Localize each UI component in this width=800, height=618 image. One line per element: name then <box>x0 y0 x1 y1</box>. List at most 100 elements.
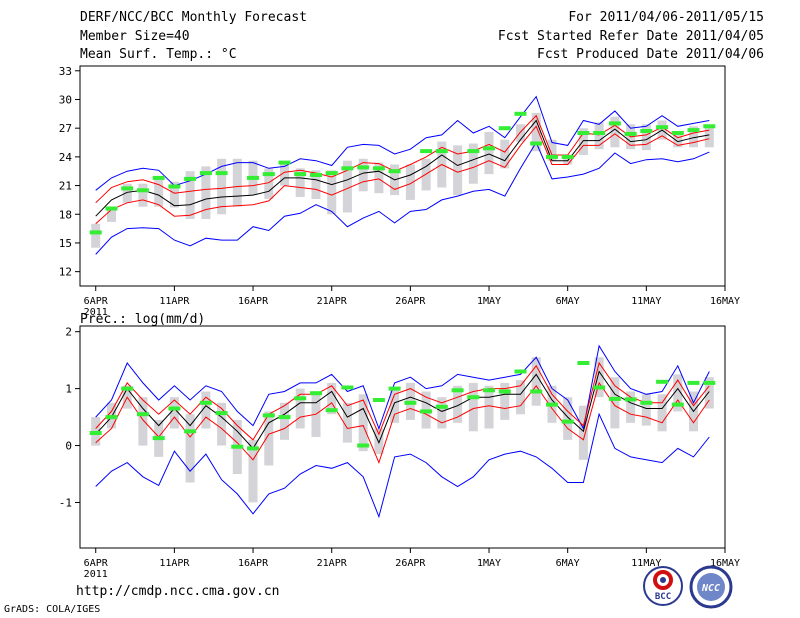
observation-mark <box>215 171 228 176</box>
member-range-box <box>594 357 604 398</box>
x-tick-label: 26APR <box>395 296 426 307</box>
member-range-box <box>578 405 588 460</box>
member-range-box <box>374 162 384 194</box>
x-tick-label: 1MAY <box>477 558 501 569</box>
member-range-box <box>453 385 463 423</box>
member-range-box <box>610 377 620 429</box>
x-tick-label: 16MAY <box>710 558 740 569</box>
observation-mark <box>561 419 574 424</box>
member-range-box <box>138 397 148 446</box>
member-range-box <box>169 397 179 429</box>
observation-mark <box>608 396 621 401</box>
member-range-box <box>657 394 667 432</box>
member-range-box <box>154 176 164 207</box>
member-range-box <box>468 382 478 432</box>
observation-mark <box>420 149 433 154</box>
member-range-box <box>248 439 258 503</box>
observation-mark <box>168 184 181 189</box>
member-range-box <box>185 171 195 219</box>
observation-mark <box>121 386 134 391</box>
x-tick-label: 16APR <box>238 558 269 569</box>
member-range-box <box>280 162 289 186</box>
grads-credit: GrADS: COLA/IGES <box>4 604 101 615</box>
observation-mark <box>215 411 228 416</box>
member-range-box <box>626 391 636 423</box>
y-tick-label: 24 <box>59 151 73 164</box>
observation-mark <box>593 131 606 135</box>
observation-mark <box>467 395 480 400</box>
observation-mark <box>514 369 527 374</box>
x-tick-label: 16MAY <box>710 296 740 307</box>
data-url: http://cmdp.ncc.cma.gov.cn <box>76 584 280 599</box>
observation-mark <box>577 361 590 365</box>
observation-mark <box>608 121 621 126</box>
member-range-box <box>264 411 274 466</box>
variable-label: Mean Surf. Temp.: °C <box>80 47 237 62</box>
member-range-box <box>437 397 447 429</box>
observation-mark <box>703 380 716 385</box>
observation-mark <box>530 141 543 146</box>
ncc-logo-text: NCC <box>701 583 720 594</box>
y-tick-label: 2 <box>65 326 72 339</box>
member-range-box <box>138 183 148 207</box>
observation-mark <box>247 175 259 180</box>
observation-mark <box>105 415 118 420</box>
observation-mark <box>467 149 480 154</box>
member-range-box <box>295 388 305 429</box>
member-size-label: Member Size=40 <box>80 29 190 44</box>
member-range-box <box>311 170 321 199</box>
observation-mark <box>388 386 401 391</box>
observation-mark <box>561 154 574 159</box>
member-range-box <box>516 380 525 415</box>
member-range-box <box>201 166 211 219</box>
member-range-box <box>327 170 337 215</box>
observation-mark <box>640 129 653 133</box>
member-range-box <box>673 374 683 412</box>
observation-mark <box>546 402 558 407</box>
y-tick-label: 12 <box>59 266 72 279</box>
bcc-logo: BCC <box>643 566 683 606</box>
series-spread_upper-line <box>95 114 710 204</box>
observation-mark <box>105 206 118 211</box>
member-range-box <box>358 158 368 192</box>
observation-mark <box>310 173 322 177</box>
x-tick-label: 6MAY <box>556 296 580 307</box>
observation-mark <box>671 402 684 407</box>
y-tick-label: 30 <box>59 93 72 106</box>
x-tick-label: 6MAY <box>556 558 580 569</box>
x-tick-label: 6APR <box>84 296 109 307</box>
observation-mark <box>687 128 700 133</box>
member-range-box <box>563 397 573 440</box>
observation-mark <box>372 398 385 402</box>
series-spread_lower-line <box>95 381 710 465</box>
member-range-box <box>484 385 494 429</box>
observation-mark <box>278 160 291 165</box>
observation-mark <box>294 172 307 177</box>
observation-mark <box>420 409 433 414</box>
observation-mark <box>624 397 637 402</box>
observation-mark <box>325 171 338 176</box>
y-tick-label: 0 <box>65 440 72 453</box>
member-range-box <box>673 132 683 148</box>
observation-mark <box>152 175 165 180</box>
observation-mark <box>624 131 637 136</box>
observation-mark <box>247 446 259 451</box>
member-range-box <box>610 116 620 148</box>
member-range-box <box>217 158 227 215</box>
fcst-produced-date: Fcst Produced Date 2011/04/06 <box>537 47 764 62</box>
member-range-box <box>342 160 352 213</box>
member-range-box <box>295 168 305 197</box>
member-range-box <box>280 402 289 440</box>
observation-mark <box>184 429 197 434</box>
observation-mark <box>498 389 511 394</box>
y-tick-label: 27 <box>59 122 72 135</box>
bcc-logo-text: BCC <box>655 592 671 602</box>
member-range-box <box>122 183 132 203</box>
chart-title: DERF/NCC/BCC Monthly Forecast <box>80 10 307 25</box>
series-min-line <box>95 412 710 519</box>
observation-mark <box>671 131 684 135</box>
observation-mark <box>325 408 338 413</box>
member-range-box <box>405 164 415 200</box>
member-range-box <box>641 394 651 426</box>
observation-mark <box>294 396 307 401</box>
